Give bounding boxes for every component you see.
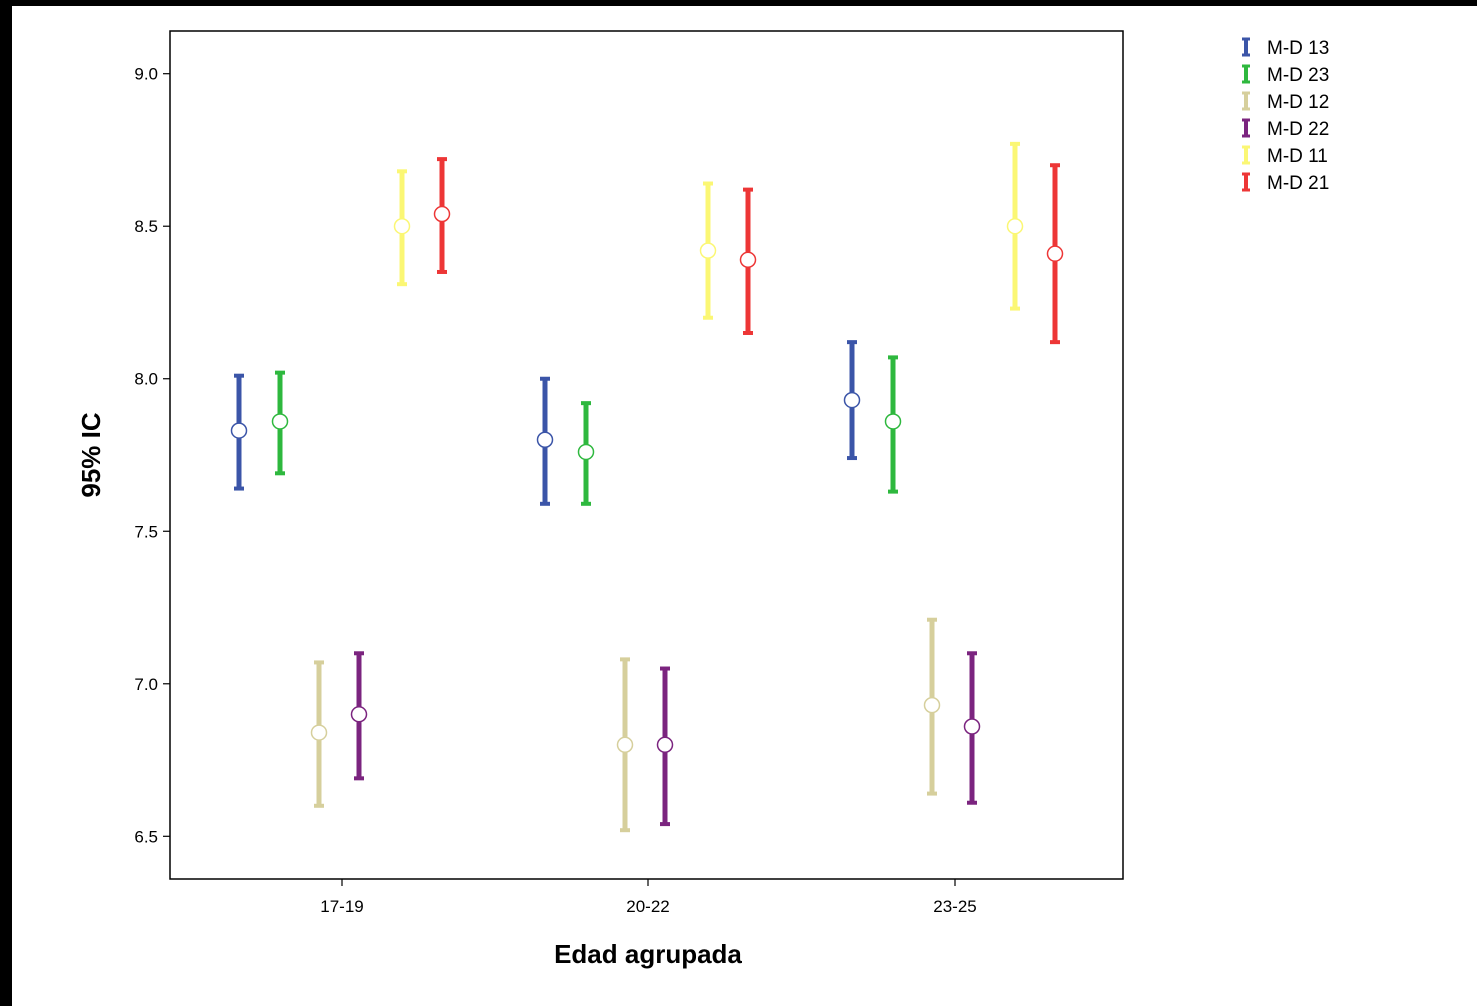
x-axis: 17-19 20-22 23-25 [320,879,977,916]
mean-marker [656,736,674,754]
mean-marker [230,422,248,439]
legend-item: M-D 22 [1242,118,1329,140]
mean-marker [393,217,411,235]
mean-marker [1006,217,1024,235]
mean-marker [310,724,328,741]
mean-marker [963,718,981,735]
mean-marker [923,696,941,714]
legend-label: M-D 13 [1267,38,1329,59]
legend-item: M-D 13 [1242,37,1329,59]
mean-marker [699,242,717,259]
legend-label: M-D 22 [1267,119,1329,140]
series-layer [230,141,1064,833]
y-tick-label: 8.0 [134,370,158,389]
mean-marker [350,706,368,723]
mean-marker [433,205,451,223]
series-m-d-22 [350,651,981,827]
legend-item: M-D 21 [1242,172,1329,194]
series-m-d-23 [271,355,902,506]
legend-label: M-D 11 [1267,146,1328,167]
mean-marker [536,431,554,448]
y-tick-label: 9.0 [134,65,158,84]
series-m-d-12 [310,617,941,833]
x-tick-label: 17-19 [320,897,363,916]
legend-item: M-D 11 [1242,145,1328,167]
y-axis: 6.5 7.0 7.5 8.0 8.5 9.0 [134,65,170,846]
series-m-d-11 [393,141,1024,320]
plot-frame [169,30,1124,880]
mean-marker [843,391,861,409]
x-axis-title: Edad agrupada [554,939,742,969]
chart-svg: 6.5 7.0 7.5 8.0 8.5 9.0 17-19 20-22 23-25 95% I… [76,30,1329,969]
y-axis-title: 95% IC [76,412,106,497]
mean-marker [739,251,757,269]
mean-marker [616,736,634,754]
chart-canvas: 6.5 7.0 7.5 8.0 8.5 9.0 17-19 20-22 23-25 95% I… [12,6,1477,1006]
legend-label: M-D 23 [1267,65,1329,86]
mean-marker [884,413,902,430]
y-tick-label: 6.5 [134,827,158,846]
legend: M-D 13 M-D 23 M-D 12 M-D 22 M-D 11 M-D 21 [1242,37,1329,194]
y-tick-label: 7.5 [134,522,158,541]
series-m-d-21 [433,157,1064,345]
legend-item: M-D 12 [1242,91,1329,113]
legend-label: M-D 12 [1267,92,1329,113]
y-tick-label: 8.5 [134,217,158,236]
mean-marker [577,443,595,461]
x-tick-label: 23-25 [933,897,976,916]
x-tick-label: 20-22 [626,897,669,916]
mean-marker [1046,245,1064,262]
series-m-d-13 [230,340,861,506]
mean-marker [271,413,289,430]
legend-label: M-D 21 [1267,173,1329,194]
legend-item: M-D 23 [1242,64,1329,86]
y-tick-label: 7.0 [134,675,158,694]
